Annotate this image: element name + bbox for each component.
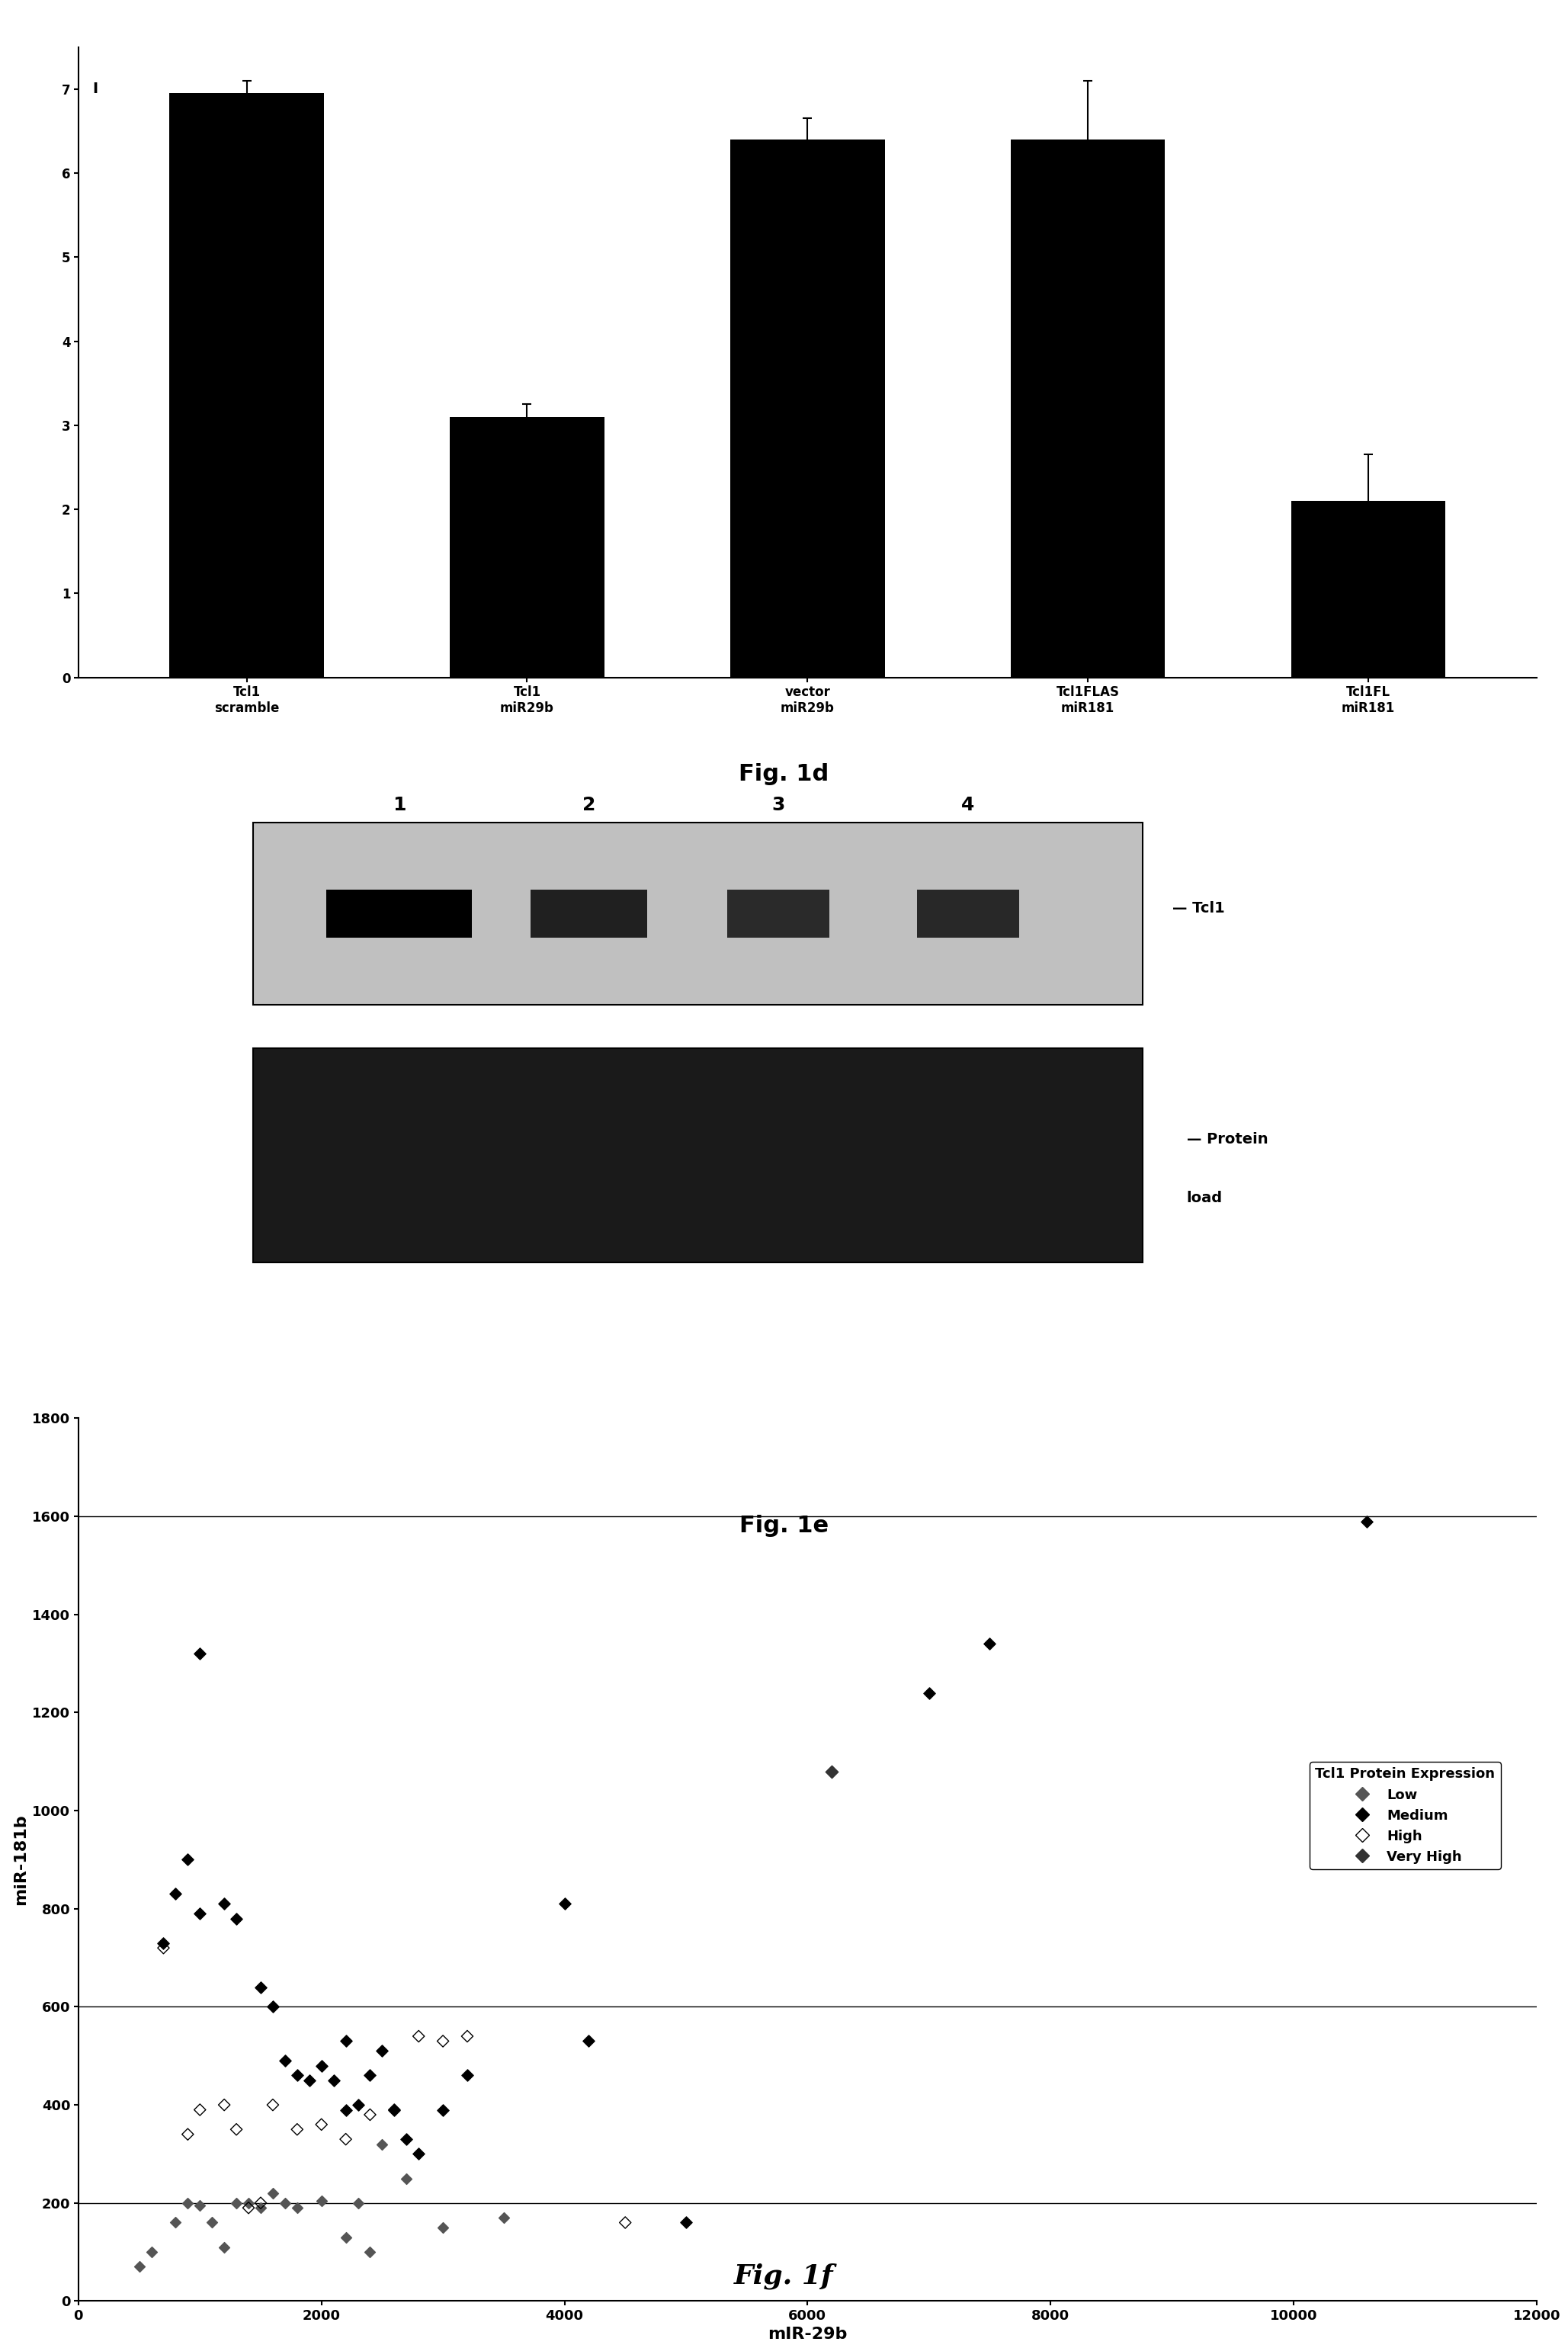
Point [187,2092,212,2130]
Point [818,1752,844,1789]
Point [285,2111,310,2148]
Bar [1011,139,1165,679]
Point [332,2120,358,2158]
Bar [731,139,884,679]
Point [455,2017,480,2054]
Point [187,2186,212,2224]
Point [176,1841,201,1878]
Point [176,2116,201,2153]
FancyBboxPatch shape [254,822,1143,1005]
Bar [169,94,323,679]
Point [370,2031,395,2069]
Text: load: load [1187,1190,1223,1205]
Point [370,2125,395,2163]
FancyBboxPatch shape [917,890,1019,939]
Point [332,2092,358,2130]
Point [260,2174,285,2212]
Point [151,1930,176,1968]
Point [613,2205,638,2242]
Point [430,2092,455,2130]
Point [383,2092,408,2130]
Point [674,2205,699,2242]
Point [273,2184,298,2221]
Text: Fig. 1d: Fig. 1d [739,763,829,784]
Text: Fig. 1e: Fig. 1e [740,1514,828,1536]
Y-axis label: miR-181b: miR-181b [13,1815,28,1904]
Point [187,1895,212,1932]
Point [406,2017,431,2054]
Text: 3: 3 [771,796,786,815]
Point [491,2198,516,2235]
Point [430,2022,455,2059]
Point [224,2111,249,2148]
Point [248,2188,273,2226]
Text: 1: 1 [392,796,406,815]
Point [235,2188,260,2226]
Point [199,2205,224,2242]
Bar [450,418,604,679]
Point [163,1876,188,1914]
Point [577,2022,602,2059]
FancyBboxPatch shape [530,890,648,939]
Point [455,2057,480,2094]
FancyBboxPatch shape [728,890,829,939]
Point [345,2184,370,2221]
Point [151,1925,176,1963]
Point [187,1634,212,1672]
Point [127,2247,152,2285]
Text: 4: 4 [961,796,975,815]
FancyBboxPatch shape [326,890,472,939]
Text: — Protein: — Protein [1187,1132,1269,1146]
Point [552,1885,577,1923]
FancyBboxPatch shape [254,1047,1143,1263]
Point [394,2160,419,2198]
Point [163,2205,188,2242]
Bar [1292,500,1446,679]
Point [406,2134,431,2172]
Point [260,2085,285,2123]
Point [309,2047,334,2085]
Point [332,2219,358,2256]
Point [430,2209,455,2247]
Point [977,1625,1002,1662]
Legend: Low, Medium, High, Very High: Low, Medium, High, Very High [1309,1761,1501,1869]
Text: — Tcl1: — Tcl1 [1171,902,1225,916]
Point [321,2062,347,2099]
Point [296,2062,321,2099]
Point [285,2188,310,2226]
Point [224,2184,249,2221]
Point [176,2184,201,2221]
Point [248,2184,273,2221]
Text: I: I [93,82,97,96]
Point [332,2022,358,2059]
Text: Fig. 1f: Fig. 1f [734,2263,834,2289]
Point [224,1900,249,1937]
Point [248,1968,273,2005]
Point [1353,1503,1378,1540]
Point [309,2106,334,2144]
Point [916,1674,941,1712]
Point [383,2092,408,2130]
Point [358,2057,383,2094]
X-axis label: mIR-29b: mIR-29b [768,2327,847,2343]
Point [260,1989,285,2026]
Point [273,2043,298,2080]
Point [212,2085,237,2123]
Point [212,1885,237,1923]
Point [358,2233,383,2271]
Point [358,2097,383,2134]
Text: 2: 2 [582,796,596,815]
Point [138,2233,163,2271]
Point [394,2120,419,2158]
Point [345,2085,370,2123]
Point [212,2228,237,2266]
Point [309,2181,334,2219]
Point [285,2057,310,2094]
Point [235,2184,260,2221]
